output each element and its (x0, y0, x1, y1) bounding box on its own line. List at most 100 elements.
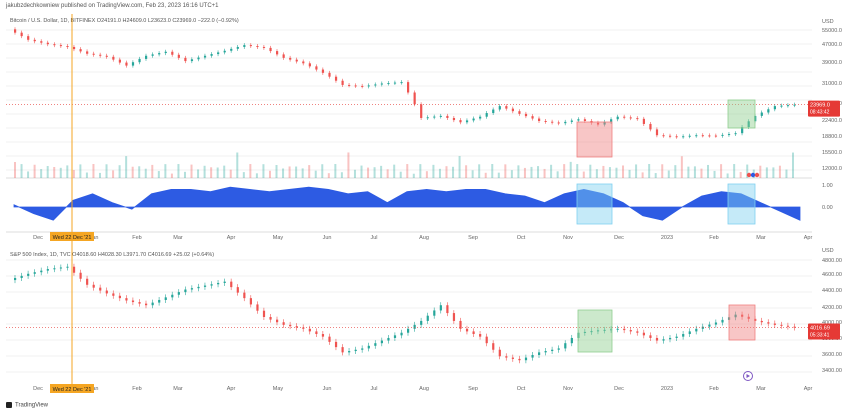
volume-bar (118, 165, 121, 178)
legend-dot (746, 172, 752, 178)
btc-candle (203, 55, 207, 58)
volume-bar (445, 166, 448, 178)
spx-candle (46, 269, 49, 271)
spx-x-tick: Dec (614, 386, 624, 392)
volume-bar (288, 166, 291, 178)
volume-bar (693, 166, 696, 178)
volume-bar (452, 166, 455, 178)
btc-candle (92, 53, 95, 55)
spx-candle (518, 358, 521, 361)
spx-candle (669, 337, 672, 340)
spx-candle (767, 322, 770, 324)
volume-bar (138, 166, 141, 178)
btc-price-tag (808, 100, 840, 117)
volume-bar (550, 164, 553, 178)
btc-candle (498, 106, 501, 110)
spx-candle (452, 313, 456, 321)
btc-candle (302, 61, 305, 64)
btc-candle (636, 118, 639, 120)
tradingview-logo-icon (6, 402, 12, 408)
oscillator-pane[interactable]: 1.00 0.00 (6, 183, 833, 233)
volume-bar (615, 167, 618, 178)
btc-candle (531, 116, 534, 119)
btc-y-tick: 31000.0 (822, 81, 842, 87)
spx-candle (760, 320, 763, 323)
btc-candle (33, 39, 36, 42)
spx-candle (72, 266, 76, 273)
btc-x-tick: May (273, 235, 284, 241)
volume-bar (295, 166, 298, 178)
volume-bar (144, 168, 147, 178)
spx-candle (786, 325, 790, 327)
btc-candle (138, 58, 141, 63)
btc-candle (780, 105, 783, 107)
spx-candle (511, 357, 514, 359)
spx-candle (544, 351, 547, 353)
volume-bar (582, 171, 585, 178)
btc-candle (701, 135, 704, 137)
spx-candle (590, 331, 593, 333)
spx-candle (321, 334, 325, 337)
spx-candle (734, 314, 737, 318)
spx-candle (642, 332, 645, 336)
spx-y-tick: 4600.00 (822, 272, 842, 278)
volume-bar (759, 165, 762, 178)
spx-candle (276, 319, 279, 323)
osc-y-tick: 1.00 (822, 183, 833, 189)
spx-candle (465, 328, 469, 332)
volume-bar (537, 166, 540, 178)
spx-candle (741, 314, 744, 317)
spx-candle (374, 343, 377, 346)
btc-candle (727, 134, 731, 136)
volume-bar (720, 164, 723, 178)
volume-bar (648, 164, 651, 178)
oscillator-area (13, 186, 801, 221)
spx-candle (721, 319, 724, 323)
btc-candle (649, 123, 652, 130)
btc-candle (40, 41, 43, 43)
spx-candle (295, 326, 298, 328)
spx-candle (380, 340, 383, 344)
spx-candle (53, 268, 56, 270)
spx-x-tick: Apr (227, 386, 236, 392)
spx-price-pane[interactable]: S&P 500 Index, 1D, TVC O4018.60 H4028.30… (6, 248, 842, 381)
btc-candle (564, 121, 567, 124)
btc-x-tick: Mar (756, 235, 766, 241)
spx-candle (171, 294, 174, 298)
volume-bar (432, 164, 435, 178)
btc-candle (577, 119, 580, 121)
spx-candle (79, 272, 82, 279)
btc-candle (642, 118, 645, 124)
volume-bar (484, 172, 487, 178)
volume-bar (517, 165, 520, 178)
btc-candle (675, 136, 678, 138)
spx-candle (164, 297, 167, 300)
legend-dot (754, 172, 760, 178)
spx-x-tick: Oct (517, 386, 526, 392)
btc-x-tick: Oct (517, 235, 526, 241)
spx-price-tag (808, 323, 840, 340)
volume-bar (242, 172, 245, 178)
btc-candle (46, 42, 49, 45)
spx-candle (780, 324, 783, 326)
btc-candle (747, 121, 750, 128)
btc-candle (505, 106, 508, 109)
legend-dots (746, 172, 760, 178)
spx-candle (714, 322, 718, 325)
volume-bar (406, 164, 409, 178)
spx-candle (328, 336, 331, 342)
volume-bar (733, 164, 736, 178)
spx-candle (583, 331, 587, 333)
btc-candle (367, 85, 370, 87)
btc-price-label: 23969.0 (810, 103, 830, 109)
osc-nov-blue-box (576, 183, 613, 225)
btc-x-tick: Jul (370, 235, 377, 241)
btc-price-pane[interactable]: Bitcoin / U.S. Dollar, 1D, BITFINEX O241… (6, 18, 842, 179)
legend-dot (750, 172, 756, 178)
spx-candle (40, 270, 43, 273)
spx-candle (400, 332, 403, 336)
replay-icon (743, 371, 753, 381)
volume-bar (713, 170, 716, 178)
